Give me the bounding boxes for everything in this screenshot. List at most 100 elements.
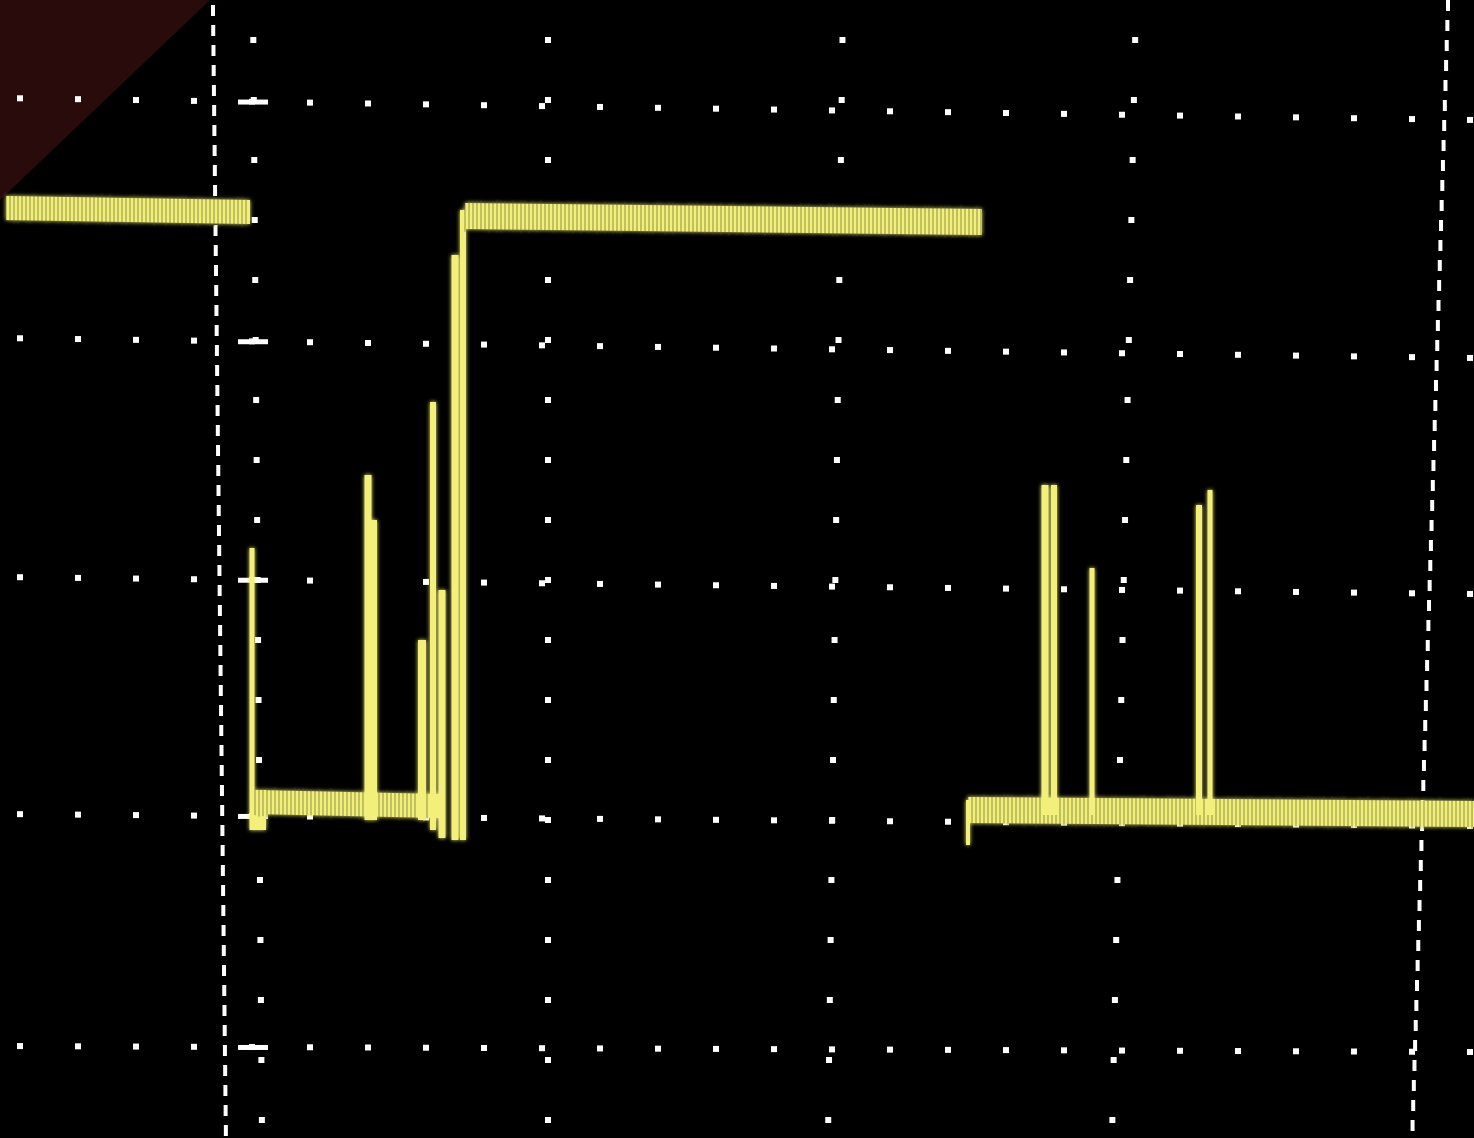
graticule-right-border-line-dash bbox=[1428, 580, 1432, 591]
graticule-column-4-dot bbox=[1128, 217, 1134, 223]
graticule-row-1-tick bbox=[238, 100, 268, 105]
graticule-column-center-left-dot bbox=[545, 877, 551, 883]
graticule-left-border-line-dash bbox=[217, 485, 221, 496]
graticule-left-border-line-dash bbox=[224, 1105, 228, 1116]
trace-rising-edge-1 bbox=[452, 255, 459, 840]
graticule-left-border-line-dash bbox=[222, 985, 226, 996]
graticule-row-1-dot bbox=[1293, 114, 1299, 120]
trace-spike-4 bbox=[439, 590, 446, 838]
trace-spike-9 bbox=[1208, 490, 1213, 815]
graticule-left-border-line-dash bbox=[217, 505, 221, 516]
graticule-right-border-line-dash bbox=[1441, 160, 1445, 171]
graticule-row-center-dot bbox=[1351, 590, 1357, 596]
graticule-left-border-line-dash bbox=[219, 745, 223, 756]
graticule-right-border-line-dash bbox=[1425, 660, 1429, 671]
graticule-left-border-line-dash bbox=[211, 5, 215, 16]
graticule-row-1-dot bbox=[133, 97, 139, 103]
graticule-row-1-dot bbox=[1061, 111, 1067, 117]
trace-rising-edge-2 bbox=[460, 210, 466, 840]
graticule-left-border-line-dash bbox=[222, 1005, 226, 1016]
graticule-column-center-right-dot bbox=[826, 1057, 832, 1063]
graticule-column-1-dot bbox=[257, 937, 263, 943]
graticule-right-border-line-dash bbox=[1411, 1120, 1415, 1131]
graticule-row-1-dot bbox=[597, 104, 603, 110]
graticule-column-1-dot bbox=[258, 997, 264, 1003]
graticule-column-center-left-dot bbox=[545, 97, 551, 103]
graticule-row-1-dot bbox=[365, 100, 371, 106]
graticule-row-5-dot bbox=[1409, 1049, 1415, 1055]
graticule-row-4-dot bbox=[17, 811, 23, 817]
graticule-row-2-dot bbox=[887, 347, 893, 353]
graticule-row-5-dot bbox=[1003, 1047, 1009, 1053]
graticule-row-center-dot bbox=[17, 574, 23, 580]
graticule-left-border-line-dash bbox=[222, 945, 226, 956]
graticule-row-4-dot bbox=[191, 813, 197, 819]
graticule-row-4-dot bbox=[829, 818, 835, 824]
graticule-column-center-left-dot bbox=[545, 757, 551, 763]
graticule-row-1-dot bbox=[1003, 110, 1009, 116]
graticule-right-border-line-dash bbox=[1417, 920, 1421, 931]
graticule-row-5-dot bbox=[481, 1045, 487, 1051]
trace-falling-edge bbox=[250, 548, 255, 830]
graticule-row-2-dot bbox=[1409, 354, 1415, 360]
graticule-left-border-line-dash bbox=[221, 885, 225, 896]
graticule-right-border-line-dash bbox=[1423, 740, 1427, 751]
graticule-row-4-dot bbox=[771, 817, 777, 823]
graticule-column-center-left-dot bbox=[545, 817, 551, 823]
graticule-column-center-left-dot bbox=[545, 997, 551, 1003]
graticule-row-center-dot bbox=[133, 576, 139, 582]
graticule-left-border-line-dash bbox=[215, 345, 219, 356]
graticule-row-5-dot bbox=[307, 1044, 313, 1050]
graticule-column-4-dot bbox=[1121, 577, 1127, 583]
graticule-right-border-line-dash bbox=[1424, 700, 1428, 711]
graticule-right-border-line-dash bbox=[1443, 100, 1447, 111]
graticule-column-center-left-dot bbox=[545, 37, 551, 43]
graticule-row-center-dot bbox=[191, 576, 197, 582]
graticule-column-center-right-dot bbox=[839, 37, 845, 43]
graticule-right-border-line-dash bbox=[1422, 760, 1426, 771]
graticule-row-2-dot bbox=[539, 342, 545, 348]
graticule-row-4-dot bbox=[655, 816, 661, 822]
graticule-left-border-line-dash bbox=[220, 765, 224, 776]
graticule-row-2-dot bbox=[1293, 353, 1299, 359]
graticule-row-4-dot bbox=[945, 819, 951, 825]
graticule-row-1-dot bbox=[887, 108, 893, 114]
graticule-grid bbox=[17, 0, 1473, 1136]
graticule-right-border-line-dash bbox=[1426, 640, 1430, 651]
graticule-column-center-right-dot bbox=[835, 397, 841, 403]
graticule-column-center-right-dot bbox=[828, 877, 834, 883]
graticule-column-1-dot bbox=[257, 877, 263, 883]
graticule-column-center-right-dot bbox=[833, 517, 839, 523]
graticule-right-border-line-dash bbox=[1442, 120, 1446, 131]
trace-low-level-end-start bbox=[966, 800, 970, 845]
graticule-right-border-line-dash bbox=[1432, 440, 1436, 451]
graticule-right-border-line-dash bbox=[1419, 860, 1423, 871]
graticule-row-center-dot bbox=[481, 580, 487, 586]
graticule-column-1-dot bbox=[254, 457, 260, 463]
graticule-column-center-left-dot bbox=[545, 517, 551, 523]
graticule-right-border-line-dash bbox=[1427, 600, 1431, 611]
graticule-left-border-line-dash bbox=[217, 565, 221, 576]
trace-high-plateau bbox=[465, 203, 982, 235]
graticule-left-border-line-dash bbox=[212, 105, 216, 116]
graticule-column-4-dot bbox=[1122, 517, 1128, 523]
graticule-row-center-dot bbox=[423, 579, 429, 585]
graticule-row-5-dot bbox=[133, 1044, 139, 1050]
graticule-row-5-dot bbox=[1119, 1048, 1125, 1054]
graticule-row-4-dot bbox=[133, 812, 139, 818]
graticule-column-1-dot bbox=[251, 157, 257, 163]
graticule-left-border-line-dash bbox=[211, 25, 215, 36]
graticule-row-1-dot bbox=[307, 100, 313, 106]
graticule-row-5-dot bbox=[945, 1047, 951, 1053]
graticule-row-2-dot bbox=[1003, 349, 1009, 355]
graticule-right-border-line-dash bbox=[1423, 720, 1427, 731]
graticule-row-2-dot bbox=[307, 339, 313, 345]
graticule-right-border-line-dash bbox=[1434, 380, 1438, 391]
graticule-row-center-dot bbox=[1409, 590, 1415, 596]
graticule-row-center-dot bbox=[307, 578, 313, 584]
graticule-left-border-line-dash bbox=[215, 325, 219, 336]
graticule-right-border-line-dash bbox=[1416, 960, 1420, 971]
graticule-right-border-line-dash bbox=[1430, 520, 1434, 531]
graticule-column-center-right-dot bbox=[836, 337, 842, 343]
graticule-right-border-line-dash bbox=[1418, 880, 1422, 891]
